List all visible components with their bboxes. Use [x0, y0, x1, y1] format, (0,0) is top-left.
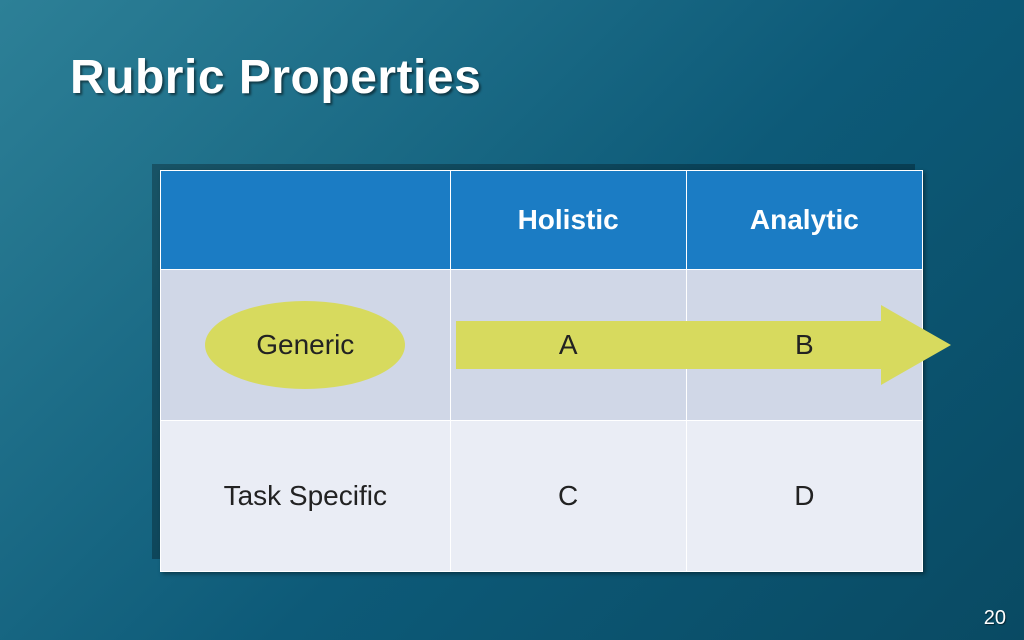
- rubric-table-wrap: Holistic Analytic Generic: [160, 170, 923, 572]
- table-row: Task Specific C D: [161, 421, 923, 572]
- rubric-table: Holistic Analytic Generic: [160, 170, 923, 572]
- page-title: Rubric Properties: [70, 50, 481, 105]
- cell-label: Task Specific: [224, 480, 387, 511]
- cell-d: D: [686, 421, 922, 572]
- cell-label: C: [558, 480, 578, 511]
- cell-label: D: [794, 480, 814, 511]
- table-row: Generic A B: [161, 270, 923, 421]
- header-holistic: Holistic: [450, 171, 686, 270]
- header-blank: [161, 171, 451, 270]
- cell-b: B: [686, 270, 922, 421]
- table-header-row: Holistic Analytic: [161, 171, 923, 270]
- cell-label: Generic: [256, 329, 354, 360]
- cell-label: A: [559, 329, 578, 360]
- cell-task-specific: Task Specific: [161, 421, 451, 572]
- cell-label: B: [795, 329, 814, 360]
- page-number: 20: [984, 607, 1006, 630]
- cell-generic: Generic: [161, 270, 451, 421]
- cell-a: A: [450, 270, 686, 421]
- header-analytic: Analytic: [686, 171, 922, 270]
- cell-c: C: [450, 421, 686, 572]
- slide: Rubric Properties Holistic Analytic: [0, 0, 1024, 640]
